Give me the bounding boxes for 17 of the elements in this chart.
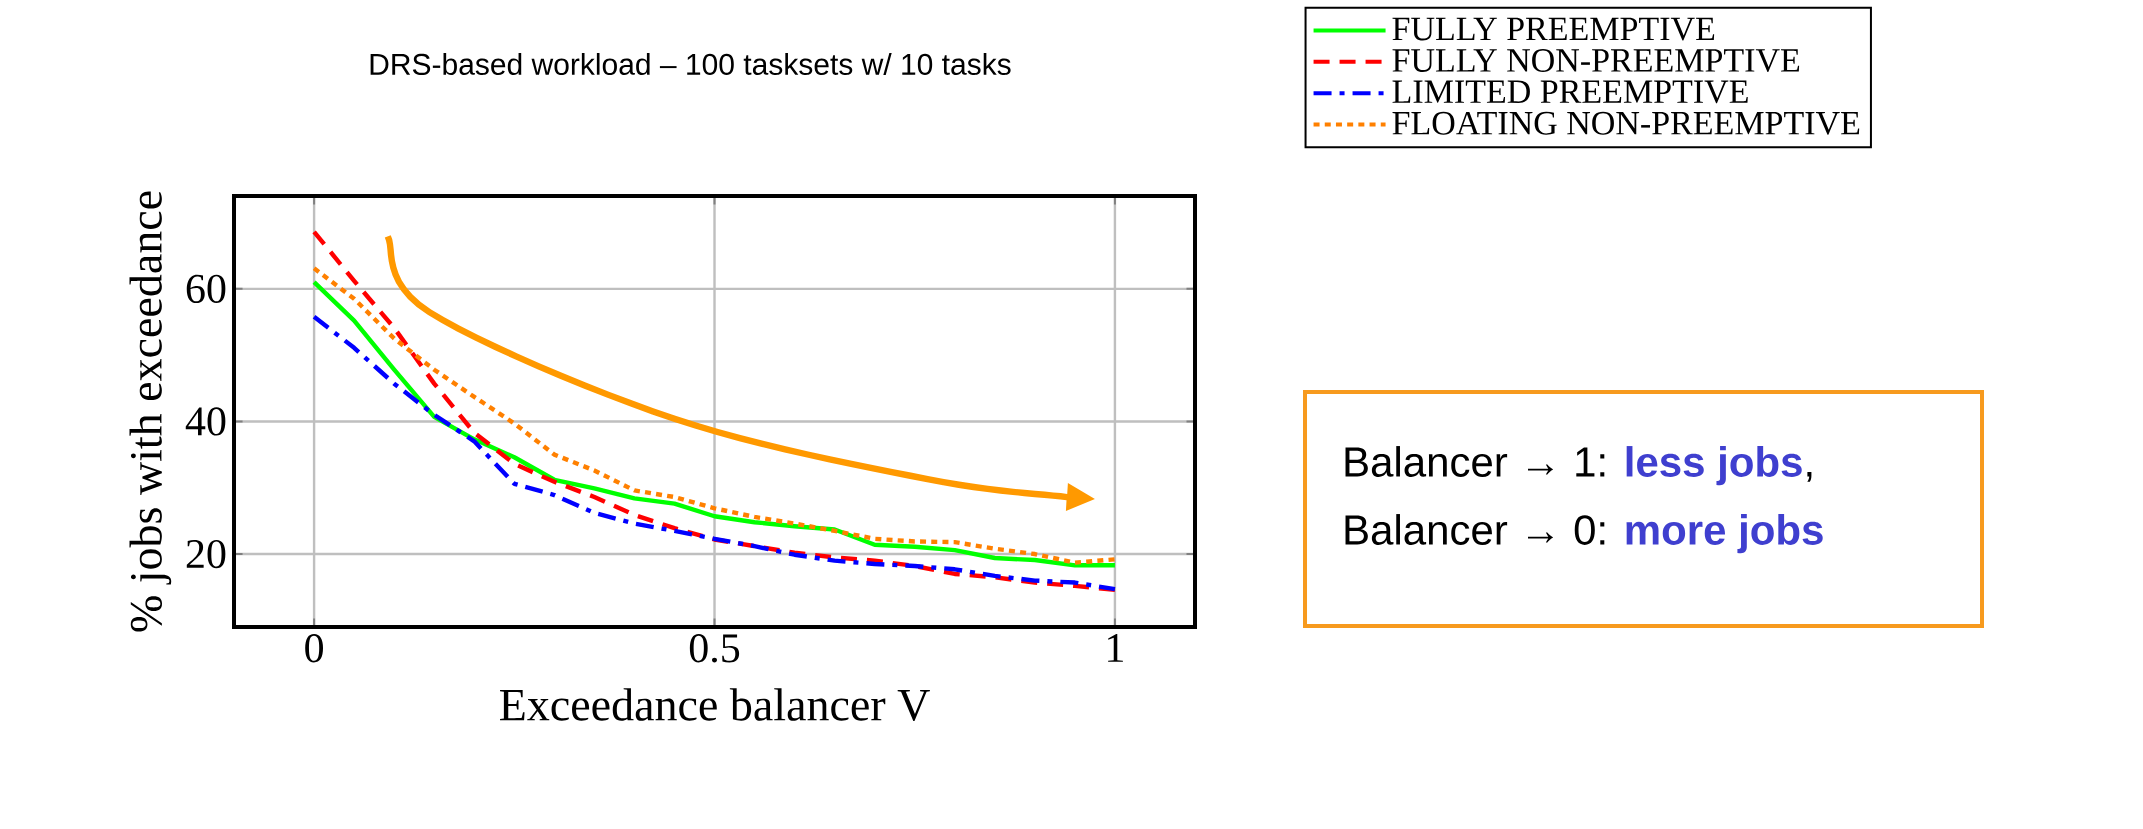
legend-label: FULLY NON-PREEMPTIVE — [1392, 49, 1800, 73]
x-tick-label: 0 — [305, 634, 324, 663]
y-tick-label: 20 — [186, 539, 226, 569]
x-tick-label: 0.5 — [689, 634, 740, 663]
text: Balancer → 1: less jobs, — [1345, 446, 1812, 486]
line-series — [311, 229, 1118, 593]
x-axis-title: Exceedance balancer V — [500, 688, 930, 721]
y-axis-title: % jobs with exceedance — [129, 191, 172, 632]
x-tick-label: 1 — [1108, 634, 1123, 662]
chart-title: DRS-based workload – 100 tasksets w/ 10 tasks — [370, 52, 1011, 75]
y-tick-label: 60 — [186, 274, 226, 303]
legend-label: FULLY PREEMPTIVE — [1392, 17, 1715, 41]
legend-label: FLOATING NON-PREEMPTIVE — [1392, 111, 1860, 135]
y-tick-label: 40 — [185, 407, 226, 436]
text: Balancer → 0: more jobs — [1345, 514, 1823, 554]
line-series — [311, 314, 1118, 592]
legend-label: LIMITED PREEMPTIVE — [1392, 80, 1748, 104]
